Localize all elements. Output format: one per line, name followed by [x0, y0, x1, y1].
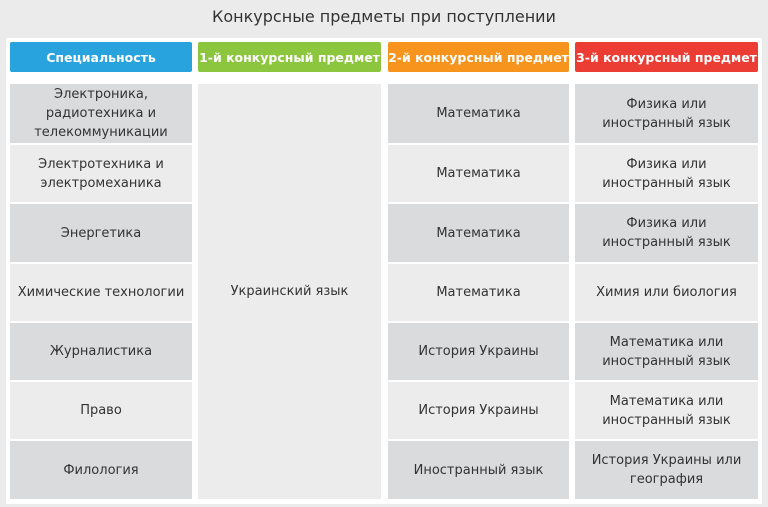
- second-subject-cell: История Украины: [388, 382, 569, 439]
- second-subject-cell: Математика: [388, 84, 569, 143]
- specialty-cell: Филология: [10, 441, 192, 499]
- header-third-subject: 3-й конкурсный предмет: [575, 42, 758, 72]
- specialty-cell: Химические технологии: [10, 264, 192, 321]
- subjects-table: Специальность 1-й конкурсный предмет 2-й…: [6, 38, 762, 504]
- specialty-cell: Журналистика: [10, 323, 192, 380]
- specialty-cell: Электроника, радиотехника и телекоммуник…: [10, 84, 192, 143]
- third-subject-cell: Физика или иностранный язык: [575, 204, 758, 262]
- second-subject-cell: Математика: [388, 264, 569, 321]
- second-subject-cell: Иностранный язык: [388, 441, 569, 499]
- specialty-cell: Энергетика: [10, 204, 192, 262]
- third-subject-cell: Математика или иностранный язык: [575, 382, 758, 439]
- specialty-cell: Право: [10, 382, 192, 439]
- third-subject-cell: Математика или иностранный язык: [575, 323, 758, 380]
- page-title: Конкурсные предметы при поступлении: [212, 7, 556, 26]
- second-subject-cell: История Украины: [388, 323, 569, 380]
- third-subject-cell: Химия или биология: [575, 264, 758, 321]
- third-subject-cell: Физика или иностранный язык: [575, 84, 758, 143]
- third-subject-cell: История Украины или география: [575, 441, 758, 499]
- first-subject-cell: Украинский язык: [198, 84, 381, 499]
- header-specialty: Специальность: [10, 42, 192, 72]
- second-subject-cell: Математика: [388, 204, 569, 262]
- second-subject-cell: Математика: [388, 145, 569, 202]
- third-subject-cell: Физика или иностранный язык: [575, 145, 758, 202]
- specialty-cell: Электротехника и электромеханика: [10, 145, 192, 202]
- header-first-subject: 1-й конкурсный предмет: [198, 42, 381, 72]
- header-second-subject: 2-й конкурсный предмет: [388, 42, 569, 72]
